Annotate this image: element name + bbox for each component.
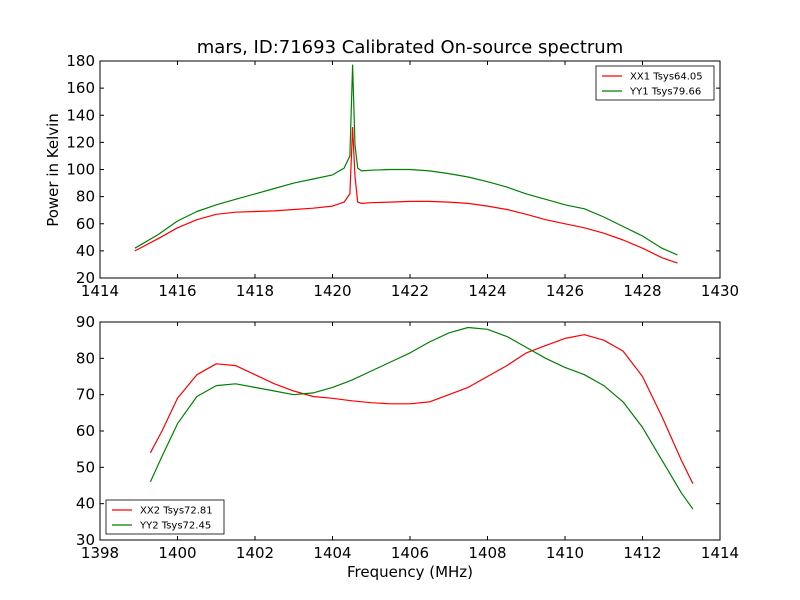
bottom-x-tick-label: 1412 <box>623 544 661 562</box>
bottom-y-tick-label: 70 <box>76 386 95 404</box>
bottom-x-tick-label: 1400 <box>158 544 196 562</box>
bottom-y-tick-label: 50 <box>76 458 95 476</box>
bottom-plot: 1398 1400 1402 1404 1406 1408 1410 1412 1414 30 40… <box>76 313 739 562</box>
top-series-line-2 <box>134 64 678 256</box>
top-y-tick-label: 180 <box>66 52 95 70</box>
top-y-tick-label: 60 <box>76 215 95 233</box>
bottom-y-tick-label: 30 <box>76 531 95 549</box>
top-y-tick-label: 80 <box>76 188 95 206</box>
bottom-legend <box>105 499 225 535</box>
bottom-x-tick-label: 1408 <box>468 544 506 562</box>
top-legend <box>595 65 715 101</box>
top-x-tick-label: 1418 <box>236 282 274 300</box>
bottom-x-tick-label: 1406 <box>391 544 429 562</box>
bottom-y-tick-label: 80 <box>76 349 95 367</box>
top-y-tick-label: 140 <box>66 106 95 124</box>
top-legend-label-1: XX1 Tsys64.05 <box>630 72 703 83</box>
top-series-line-1 <box>134 126 678 264</box>
top-x-tick-label: 1414 <box>81 282 119 300</box>
bottom-y-tick-label: 60 <box>76 422 95 440</box>
bottom-x-axis-label: Frequency (MHz) <box>347 563 473 581</box>
chart-title: mars, ID:71693 Calibrated On-source spec… <box>197 37 623 58</box>
bottom-series-line-1 <box>149 334 694 484</box>
top-x-tick-label: 1426 <box>546 282 584 300</box>
bottom-x-tick-label: 1410 <box>546 544 584 562</box>
top-legend-label-2: YY1 Tsys79.66 <box>629 87 701 98</box>
bottom-y-tick-label: 90 <box>76 313 95 331</box>
bottom-x-tick-label: 1402 <box>236 544 274 562</box>
top-y-tick-label: 160 <box>66 79 95 97</box>
top-y-tick-label: 20 <box>76 269 95 287</box>
bottom-legend-label-1: XX2 Tsys72.81 <box>140 506 213 517</box>
top-x-tick-label: 1428 <box>623 282 661 300</box>
bottom-legend-label-2: YY2 Tsys72.45 <box>139 521 211 532</box>
top-x-tick-label: 1424 <box>468 282 506 300</box>
top-plot: 1414 1416 1418 1420 1422 1424 1426 1428 1430 20 40… <box>66 52 739 300</box>
bottom-x-tick-label: 1398 <box>81 544 119 562</box>
top-y-tick-label: 40 <box>76 242 95 260</box>
bottom-series-line-2 <box>149 326 694 510</box>
top-y-tick-label: 100 <box>66 161 95 179</box>
top-x-tick-label: 1420 <box>313 282 351 300</box>
top-x-tick-label: 1422 <box>391 282 429 300</box>
top-x-tick-label: 1416 <box>158 282 196 300</box>
top-x-tick-label: 1430 <box>701 282 739 300</box>
bottom-x-tick-label: 1414 <box>701 544 739 562</box>
bottom-y-tick-label: 40 <box>76 495 95 513</box>
bottom-x-tick-label: 1404 <box>313 544 351 562</box>
top-y-axis-label: Power in Kelvin <box>44 113 62 227</box>
top-y-tick-label: 120 <box>66 133 95 151</box>
